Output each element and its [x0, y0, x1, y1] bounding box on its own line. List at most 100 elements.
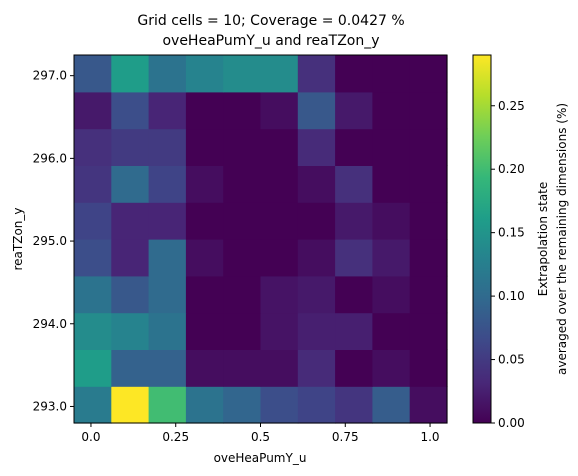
heatmap-cell	[297, 128, 336, 166]
heatmap-cell	[74, 55, 112, 93]
x-tick-label: 0.5	[251, 430, 270, 444]
colorbar-label-line-1: Extrapolation state	[536, 182, 550, 297]
colorbar-tick-label: 0.15	[498, 226, 525, 240]
heatmap-cell	[409, 165, 448, 203]
heatmap-cell	[409, 312, 448, 350]
heatmap-cell	[148, 386, 187, 424]
heatmap-cell	[111, 128, 150, 166]
heatmap-cell	[335, 128, 373, 166]
x-axis-label: oveHeaPumY_u	[214, 451, 307, 465]
heatmap-cell	[223, 165, 262, 203]
heatmap-cell	[185, 386, 224, 424]
y-axis-ticks: 293.0 294.0 295.0 296.0 297.0	[33, 69, 74, 413]
heatmap-cell	[111, 386, 150, 424]
heatmap-cell	[409, 91, 448, 130]
heatmap-cell	[185, 165, 224, 203]
heatmap-cell	[74, 165, 112, 203]
heatmap-cell	[148, 275, 187, 314]
heatmap-cell	[335, 202, 373, 240]
heatmap-cell	[148, 91, 187, 130]
colorbar-tick-label: 0.20	[498, 162, 525, 176]
heatmap-cell	[335, 91, 373, 130]
colorbar	[472, 54, 492, 424]
chart-title-line-1: Grid cells = 10; Coverage = 0.0427 %	[137, 13, 404, 29]
heatmap-cell	[297, 349, 336, 387]
heatmap-cell	[260, 91, 299, 130]
heatmap-cell	[74, 349, 112, 387]
heatmap-cell	[74, 386, 112, 424]
x-axis-ticks: 0.0 0.25 0.5 0.75 1.0	[81, 423, 440, 444]
y-tick-label: 295.0	[33, 234, 67, 248]
heatmap-cell	[297, 91, 336, 130]
heatmap-cell	[223, 275, 262, 314]
heatmap-cell	[372, 312, 411, 350]
heatmap-cell	[372, 55, 411, 93]
heatmap-cell	[223, 202, 262, 240]
heatmap-cell	[223, 312, 262, 350]
heatmap-cell	[260, 128, 299, 166]
heatmap-cell	[335, 386, 373, 424]
heatmap-cell	[372, 349, 411, 387]
heatmap-cell	[148, 165, 187, 203]
heatmap-cell	[335, 239, 373, 277]
heatmap-cell	[148, 202, 187, 240]
y-tick-label: 296.0	[33, 151, 67, 165]
heatmap-cell	[223, 386, 262, 424]
heatmap-cell	[74, 91, 112, 130]
heatmap-cell	[185, 312, 224, 350]
heatmap-cell	[148, 128, 187, 166]
heatmap-cell	[74, 202, 112, 240]
y-tick-label: 294.0	[33, 317, 67, 331]
heatmap-cell	[297, 165, 336, 203]
heatmap-cell	[372, 128, 411, 166]
heatmap-cell	[111, 312, 150, 350]
heatmap-cell	[297, 312, 336, 350]
x-tick-label: 0.75	[332, 430, 359, 444]
heatmap-cell	[185, 55, 224, 93]
heatmap-cell	[74, 239, 112, 277]
heatmap-cell	[297, 386, 336, 424]
heatmap-cell	[297, 239, 336, 277]
heatmap-cell	[74, 275, 112, 314]
heatmap-cell	[74, 312, 112, 350]
heatmap-cell	[372, 165, 411, 203]
heatmap-cell	[185, 239, 224, 277]
heatmap-cell	[409, 349, 448, 387]
heatmap-cell	[185, 349, 224, 387]
heatmap-cell	[372, 275, 411, 314]
heatmap-cell	[260, 349, 299, 387]
heatmap-cell	[185, 128, 224, 166]
heatmap-cell	[260, 386, 299, 424]
heatmap-cell	[297, 202, 336, 240]
heatmap-cell	[185, 275, 224, 314]
heatmap-cell	[260, 165, 299, 203]
heatmap-cell	[409, 239, 448, 277]
heatmap-cell	[372, 386, 411, 424]
heatmap-cell	[223, 349, 262, 387]
x-tick-label: 0.25	[162, 430, 189, 444]
heatmap-cell	[223, 128, 262, 166]
heatmap-cell	[185, 202, 224, 240]
heatmap-cell	[372, 239, 411, 277]
heatmap-cell	[111, 349, 150, 387]
heatmap-cell	[409, 55, 448, 93]
heatmap-cell	[111, 165, 150, 203]
heatmap-cell	[111, 202, 150, 240]
x-tick-label: 0.0	[81, 430, 100, 444]
heatmap-cell	[372, 91, 411, 130]
heatmap-cell	[148, 349, 187, 387]
heatmap-cell	[335, 165, 373, 203]
heatmap-cell	[372, 202, 411, 240]
heatmap-cell	[260, 239, 299, 277]
y-axis-label: reaTZon_y	[11, 207, 25, 270]
colorbar-tick-label: 0.25	[498, 99, 525, 113]
heatmap-cells	[74, 55, 448, 424]
heatmap-cell	[409, 386, 448, 424]
heatmap-cell	[111, 91, 150, 130]
colorbar-ticks: 0.00 0.05 0.10 0.15 0.20 0.25	[491, 99, 525, 430]
heatmap-cell	[260, 275, 299, 314]
heatmap-cell	[260, 55, 299, 93]
colorbar-tick-label: 0.10	[498, 289, 525, 303]
colorbar-tick-label: 0.00	[498, 416, 525, 430]
chart-title-line-2: oveHeaPumY_u and reaTZon_y	[162, 33, 379, 49]
